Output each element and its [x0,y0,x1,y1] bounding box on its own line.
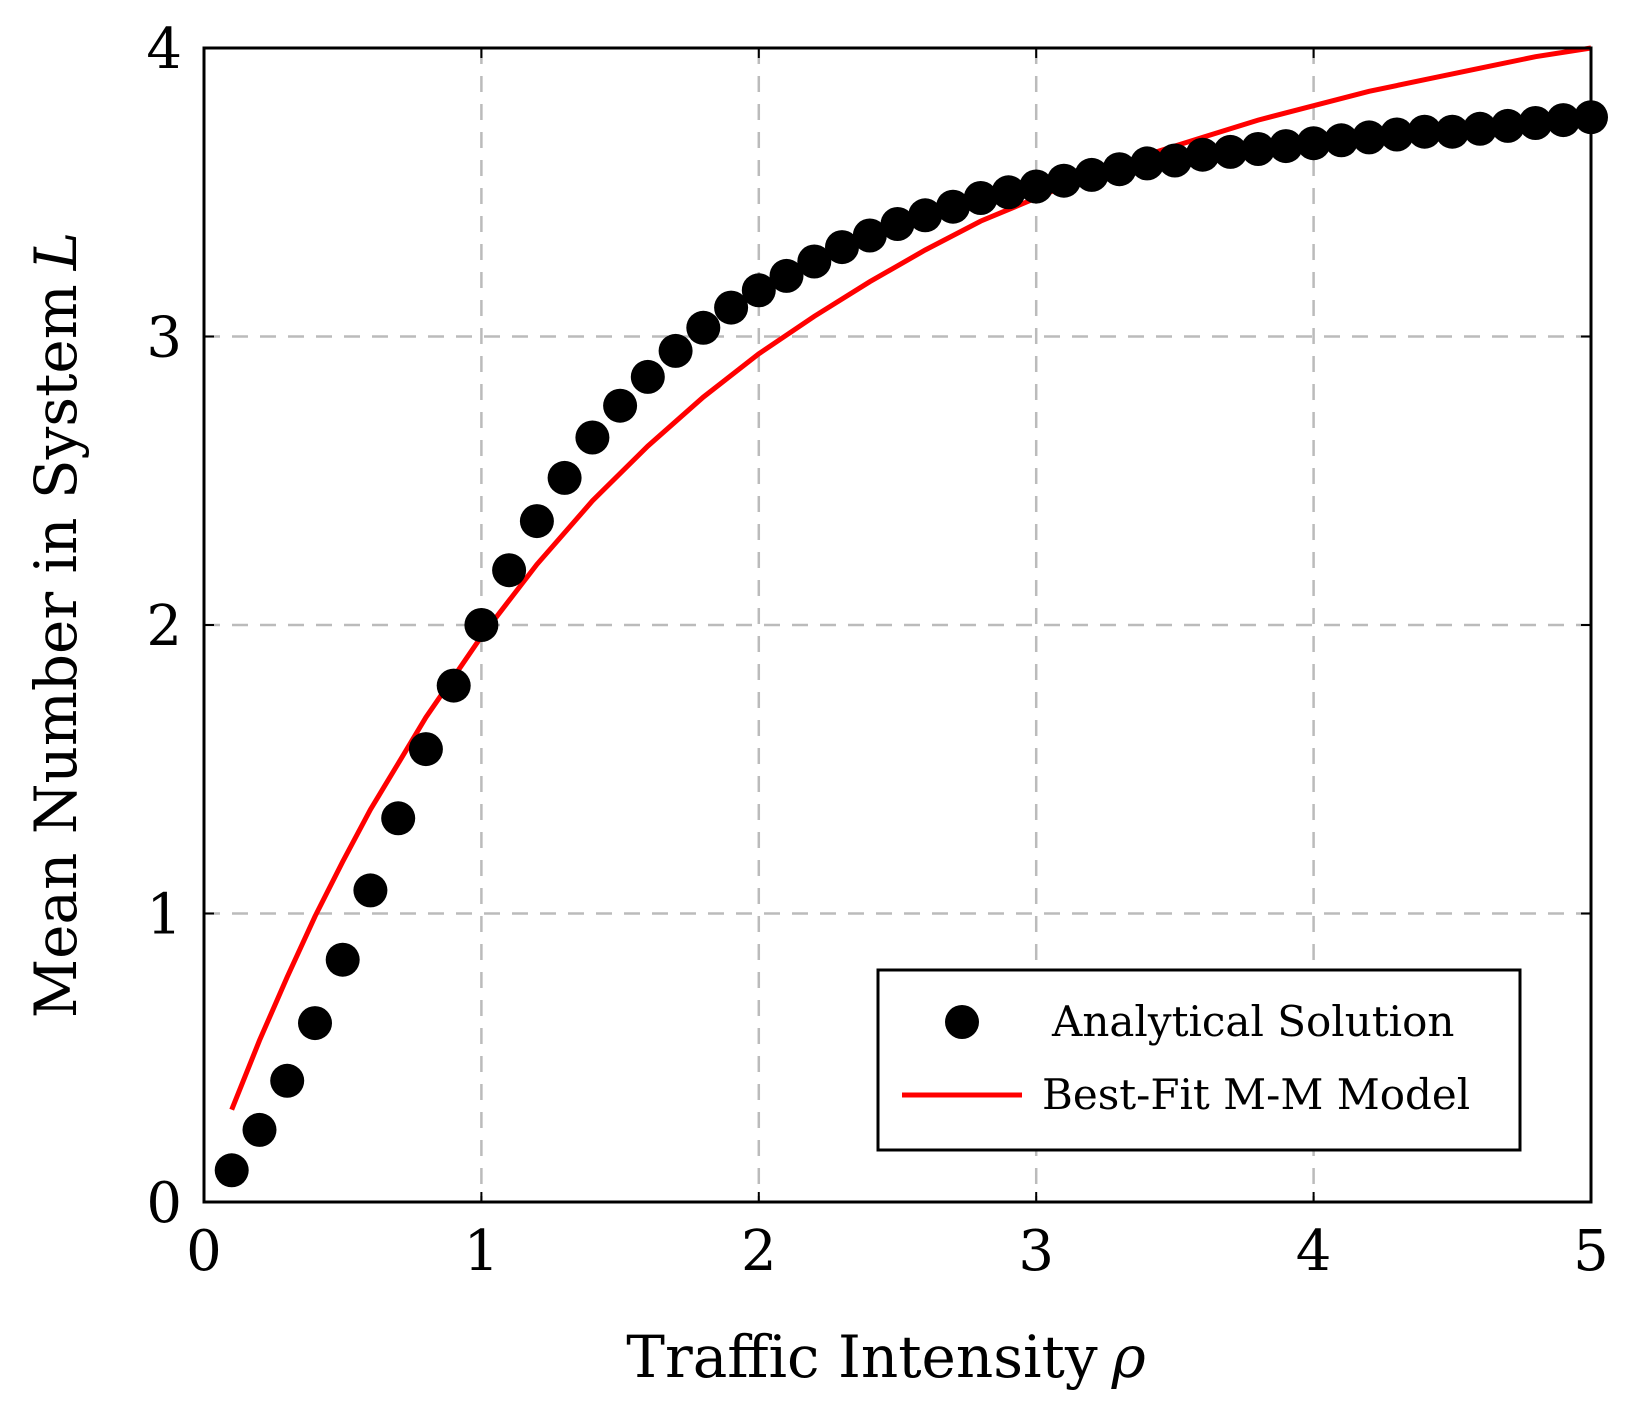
plot-series [214,45,1608,1188]
scatter-point [825,230,859,265]
scatter-point [797,244,832,279]
scatter-point [714,290,749,325]
scatter-point [908,198,943,233]
scatter-point [1185,137,1220,172]
scatter-point [686,310,721,345]
scatter-point [1352,120,1387,155]
legend: Analytical Solution Best-Fit M-M Model [876,968,1522,1152]
scatter-point [270,1063,305,1098]
scatter-point [1407,114,1442,149]
scatter-point [630,359,665,394]
scatter-point [1324,123,1359,158]
scatter-point [492,553,527,588]
scatter-point [353,873,388,908]
scatter-point [1379,117,1414,152]
scatter-point [936,189,970,224]
scatter-point [1019,169,1054,204]
scatter-point [1268,129,1303,164]
series-line-best-fit-m-m-model [229,45,1592,1111]
legend-marker-analytical-solution [945,1005,979,1039]
scatter-point [325,942,360,977]
scatter-point [991,175,1026,210]
y-tick-label: 4 [146,17,182,82]
legend-label-analytical-solution: Analytical Solution [1051,997,1454,1046]
scatter-point [464,608,499,642]
scatter-point [1518,106,1553,140]
scatter-point [519,504,554,539]
plot-frame [202,46,1593,1204]
y-tick-label: 1 [146,883,182,948]
scatter-point [1157,143,1192,178]
scatter-point [1213,134,1248,169]
legend-label-best-fit-m-m-model: Best-Fit M-M Model [1042,1070,1470,1119]
y-tick-label: 2 [146,594,182,659]
scatter-point [1463,111,1497,146]
scatter-point [1102,152,1137,187]
scatter-point [769,258,804,293]
series-points-analytical-solution [214,100,1608,1188]
x-tick-label: 4 [1296,1219,1332,1284]
scatter-point [1296,126,1331,161]
scatter-point [1546,103,1581,138]
scatter-point [963,181,998,215]
scatter-point [1241,132,1276,166]
scatter-point [880,207,915,241]
x-axis-title: Traffic Intensity ρ [626,1323,1145,1391]
scatter-point [547,460,582,495]
scatter-point [242,1112,277,1147]
y-axis-label: Mean Number in System [22,284,90,1018]
scatter-point [436,668,471,703]
scatter-point [381,801,416,836]
x-tick-label: 3 [1018,1219,1054,1284]
y-tick-label: 0 [146,1171,182,1236]
x-tick-label: 0 [186,1219,222,1284]
scatter-point [741,273,776,308]
scatter-point [1130,146,1165,181]
legend-box [876,968,1522,1152]
scatter-point [1435,114,1470,149]
scatter-point [603,388,638,423]
y-axis-symbol: L [22,232,90,272]
scatter-point [575,420,610,455]
scatter-point [298,1006,332,1041]
scatter-point [852,218,887,253]
x-tick-label: 2 [741,1219,777,1284]
scatter-point [408,732,443,767]
y-axis-title: Mean Number in System L [22,232,90,1019]
x-tick-label: 5 [1573,1219,1609,1284]
x-axis-label: Traffic Intensity [626,1323,1098,1391]
scatter-point [1490,108,1525,143]
x-axis-symbol: ρ [1111,1323,1146,1391]
scatter-point [1046,163,1081,198]
scatter-point [214,1153,249,1188]
tick-labels: 0 1 2 3 4 5 0 1 2 3 4 [146,17,1608,1284]
x-tick-label: 1 [464,1219,500,1284]
scatter-point [658,333,693,368]
scatter-point [1074,157,1109,192]
y-tick-label: 3 [146,306,182,371]
